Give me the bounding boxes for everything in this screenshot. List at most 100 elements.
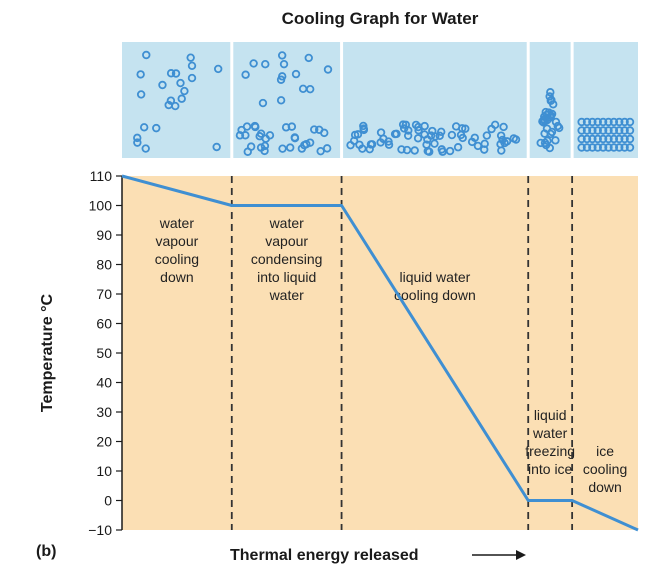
molecule-icon (355, 140, 364, 149)
molecule-icon (551, 136, 560, 145)
molecule-icon (480, 139, 489, 149)
molecule-icon (554, 123, 564, 133)
molecule-icon (399, 124, 409, 133)
region-label-line: freezing (525, 443, 575, 459)
molecule-icon (588, 117, 597, 127)
molecule-icon (435, 131, 444, 141)
molecule-icon (609, 117, 619, 127)
molecule-icon (604, 143, 613, 152)
region-label-line: condensing (251, 251, 323, 267)
molecule-icon (545, 143, 554, 153)
region-label-line: vapour (155, 233, 198, 249)
molecule-icon (625, 126, 635, 135)
molecule-icon (139, 123, 149, 132)
molecule-icon (142, 50, 151, 60)
molecule-icon (376, 138, 385, 147)
y-tick-label: 90 (96, 227, 112, 243)
molecule-icon (290, 133, 300, 143)
series-line-cooling-curve (121, 174, 639, 532)
molecule-icon (577, 126, 586, 135)
molecule-icon (403, 131, 413, 140)
molecule-icon (425, 147, 434, 156)
region-label: liquid water cooling down (394, 269, 476, 303)
figure-label: (b) (36, 543, 56, 560)
molecule-icon (593, 117, 602, 127)
particle-panel (529, 42, 571, 158)
molecule-icon (323, 65, 333, 74)
molecule-icon (397, 145, 406, 154)
molecule-icon (322, 144, 332, 153)
region-label-line: liquid water (399, 269, 470, 285)
molecule-icon (539, 115, 549, 124)
molecule-icon (582, 143, 592, 152)
molecule-icon (285, 143, 295, 152)
region-label-line: cooling (155, 251, 199, 267)
molecule-icon (258, 98, 268, 108)
region-label-line: water (159, 215, 195, 231)
molecule-icon (256, 143, 266, 152)
y-tick-label: 30 (96, 404, 112, 420)
molecule-icon (598, 117, 608, 127)
molecule-icon (297, 144, 307, 153)
molecule-icon (497, 146, 506, 155)
molecule-icon (316, 146, 325, 156)
region-label-line: vapour (265, 233, 308, 249)
particle-panel (343, 42, 527, 158)
region-label-line: liquid (534, 407, 567, 423)
molecule-icon (588, 143, 597, 152)
molecule-icon (457, 124, 467, 133)
molecule-icon (609, 134, 619, 144)
molecule-icon (246, 142, 256, 151)
chart-title: Cooling Graph for Water (282, 9, 479, 28)
molecule-icon (136, 70, 145, 79)
molecule-icon (392, 129, 401, 139)
molecule-icon (410, 146, 419, 155)
molecule-icon (261, 60, 270, 69)
molecule-icon (171, 69, 181, 78)
molecule-icon (241, 131, 250, 140)
molecule-icon (582, 126, 592, 135)
molecule-icon (359, 125, 369, 135)
molecule-icon (545, 92, 554, 101)
molecule-icon (315, 125, 324, 134)
y-axis (116, 175, 123, 531)
molecule-icon (420, 121, 429, 131)
molecule-icon (546, 96, 555, 105)
molecule-icon (445, 146, 455, 156)
molecule-icon (367, 140, 377, 149)
molecule-icon (304, 53, 313, 63)
molecule-icon (620, 117, 629, 127)
y-tick-label: 40 (96, 375, 112, 391)
molecule-icon (277, 51, 287, 60)
region-label: water vapour condensing into liquid water (251, 215, 323, 303)
molecule-icon (256, 129, 266, 138)
molecule-icon (625, 134, 635, 144)
particle-panels (122, 42, 638, 158)
molecule-icon (281, 123, 291, 132)
y-tick-label: 70 (96, 286, 112, 302)
region-labels: water vapour cooling down water vapour condens… (155, 215, 628, 495)
molecule-icon (187, 73, 197, 83)
molecule-icon (384, 140, 394, 149)
y-tick-label: 0 (104, 493, 112, 509)
y-tick-label: −10 (88, 522, 112, 538)
molecule-icon (593, 126, 602, 135)
molecule-icon (164, 100, 173, 110)
region-label-line: water (269, 215, 305, 231)
molecule-icon (423, 135, 432, 144)
molecule-icon (582, 134, 592, 144)
plot-background (122, 176, 638, 530)
molecule-icon (482, 131, 492, 140)
phase-dividers (230, 176, 574, 530)
region-label-line: down (588, 479, 621, 495)
molecule-icon (620, 143, 629, 152)
molecule-icon (428, 126, 437, 136)
molecule-icon (166, 96, 176, 105)
molecule-icon (461, 124, 470, 133)
molecule-icon (133, 138, 142, 147)
molecule-icon (598, 126, 608, 135)
molecule-icon (615, 134, 624, 144)
y-tick-label: 50 (96, 345, 112, 361)
molecule-icon (276, 96, 286, 105)
